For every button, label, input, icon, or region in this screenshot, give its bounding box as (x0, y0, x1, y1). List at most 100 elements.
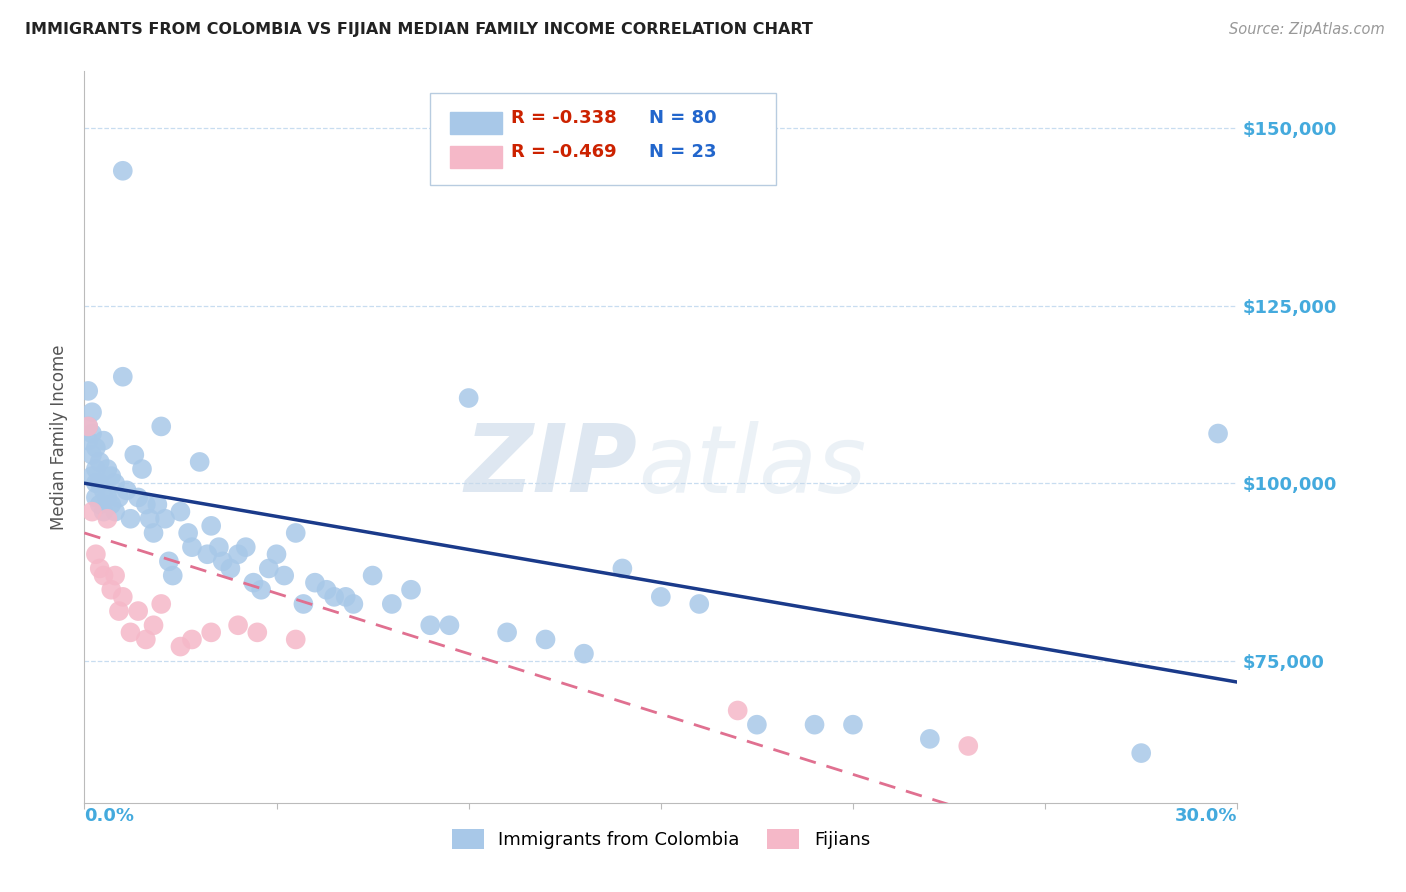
Point (745, 717, 768, 731)
Point (235, 540, 257, 554)
Point (284, 525, 307, 540)
Point (688, 597, 710, 611)
Point (219, 561, 242, 575)
Point (84, 441, 107, 455)
Point (111, 369, 134, 384)
Point (80, 405, 103, 419)
Point (226, 547, 249, 561)
Point (242, 575, 264, 590)
Point (124, 448, 146, 462)
Point (77, 419, 100, 434)
Point (150, 597, 173, 611)
Point (399, 582, 422, 597)
Point (80, 505, 103, 519)
Point (266, 547, 288, 561)
Point (304, 575, 326, 590)
Point (1206, 426, 1229, 441)
Point (181, 632, 204, 647)
Point (93, 568, 115, 582)
Point (93, 483, 115, 498)
Point (135, 498, 157, 512)
Point (96, 462, 118, 476)
Point (100, 582, 122, 597)
Point (80, 448, 103, 462)
Point (138, 512, 160, 526)
Point (273, 568, 295, 582)
Point (104, 476, 127, 491)
Point (108, 491, 131, 505)
Text: N = 80: N = 80 (650, 109, 717, 127)
Point (108, 604, 131, 618)
Point (284, 632, 307, 647)
Point (181, 540, 204, 554)
Point (84, 476, 107, 491)
Legend: Immigrants from Colombia, Fijians: Immigrants from Colombia, Fijians (444, 822, 877, 856)
Point (142, 525, 165, 540)
Point (200, 625, 222, 640)
Point (100, 498, 122, 512)
Point (315, 582, 337, 597)
Point (84, 462, 107, 476)
Text: atlas: atlas (638, 421, 866, 512)
Point (188, 455, 211, 469)
Point (381, 597, 404, 611)
Point (200, 519, 222, 533)
Point (226, 618, 249, 632)
Point (957, 739, 980, 753)
Text: ZIP: ZIP (465, 420, 638, 512)
Point (100, 469, 122, 483)
Point (335, 590, 357, 604)
Point (93, 434, 115, 448)
Point (104, 505, 127, 519)
Point (135, 632, 157, 647)
Point (803, 717, 825, 731)
Point (104, 568, 127, 582)
Point (77, 434, 100, 448)
Point (96, 491, 118, 505)
Point (612, 561, 634, 575)
Point (84, 491, 107, 505)
Point (572, 647, 595, 661)
Point (195, 547, 218, 561)
Point (142, 618, 165, 632)
Point (89, 476, 111, 491)
Point (80, 469, 103, 483)
Text: N = 23: N = 23 (650, 143, 717, 161)
Y-axis label: Median Family Income: Median Family Income (51, 344, 69, 530)
Point (496, 625, 519, 640)
Text: 30.0%: 30.0% (1175, 806, 1237, 825)
Point (842, 717, 865, 731)
Point (157, 554, 180, 568)
Point (84, 547, 107, 561)
Point (89, 561, 111, 575)
Point (89, 455, 111, 469)
Text: IMMIGRANTS FROM COLOMBIA VS FIJIAN MEDIAN FAMILY INCOME CORRELATION CHART: IMMIGRANTS FROM COLOMBIA VS FIJIAN MEDIA… (25, 22, 813, 37)
Point (361, 568, 384, 582)
Point (727, 704, 749, 718)
Point (80, 426, 103, 441)
Point (96, 512, 118, 526)
Point (131, 462, 153, 476)
Bar (450, 112, 502, 134)
Point (177, 525, 200, 540)
Bar (450, 146, 502, 168)
Point (419, 618, 441, 632)
Point (250, 582, 273, 597)
Text: Source: ZipAtlas.com: Source: ZipAtlas.com (1229, 22, 1385, 37)
Point (93, 505, 115, 519)
Point (169, 640, 191, 654)
Point (77, 384, 100, 398)
Point (146, 498, 169, 512)
Point (342, 597, 364, 611)
Text: R = -0.469: R = -0.469 (510, 143, 617, 161)
Point (918, 731, 941, 746)
Point (1130, 746, 1153, 760)
Point (120, 512, 142, 526)
Point (323, 590, 346, 604)
Point (650, 590, 672, 604)
Point (120, 625, 142, 640)
Point (208, 540, 231, 554)
Text: 0.0%: 0.0% (84, 806, 135, 825)
Text: R = -0.338: R = -0.338 (510, 109, 617, 127)
Point (292, 597, 315, 611)
